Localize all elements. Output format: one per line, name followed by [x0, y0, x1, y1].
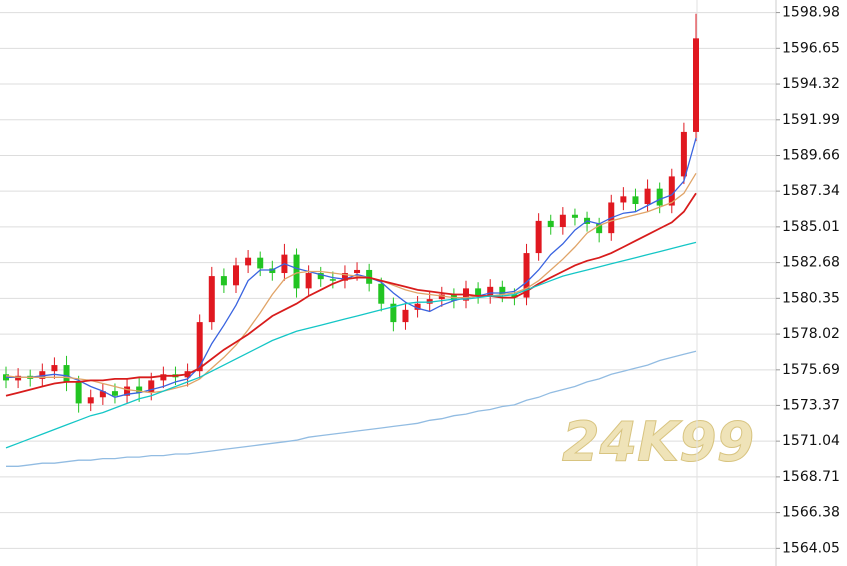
candle-body — [15, 375, 22, 381]
candle-body — [559, 214, 566, 228]
moving-average-line — [5, 241, 697, 449]
candle-body — [293, 254, 300, 289]
y-tick-label: 1580.35 — [782, 290, 840, 306]
candle-body — [51, 365, 58, 372]
y-tick-label: 1568.71 — [782, 469, 840, 485]
candle-body — [693, 38, 699, 132]
y-tick-label: 1575.69 — [782, 362, 840, 378]
y-tick-label: 1596.65 — [782, 40, 840, 56]
candle-body — [257, 257, 264, 269]
candle-body — [148, 380, 155, 393]
y-tick-label: 1573.37 — [782, 397, 840, 413]
y-tick-label: 1598.98 — [782, 5, 840, 21]
watermark: 24K99 — [562, 411, 754, 474]
candle-body — [75, 381, 82, 404]
y-tick-label: 1585.01 — [782, 219, 840, 235]
candle-body — [208, 276, 215, 323]
y-tick-label: 1589.66 — [782, 148, 840, 164]
candle-body — [596, 223, 603, 234]
candle-body — [136, 386, 143, 393]
candle-body — [535, 220, 542, 254]
candle-body — [499, 286, 506, 295]
y-tick-label: 1571.04 — [782, 433, 840, 449]
candle-body — [63, 365, 70, 382]
candle-body — [402, 309, 409, 323]
candle-body — [341, 273, 348, 281]
moving-average-line — [5, 192, 697, 397]
candle-body — [390, 303, 397, 323]
candle-body — [668, 176, 675, 206]
candle-body — [438, 294, 445, 300]
candle-body — [269, 268, 276, 274]
candle-body — [475, 288, 482, 297]
candle-body — [414, 303, 421, 310]
candle-body — [305, 273, 312, 289]
candle-body — [245, 257, 252, 266]
moving-average-line — [5, 172, 697, 394]
candle-body — [571, 214, 578, 218]
y-tick-label: 1578.02 — [782, 326, 840, 342]
candle-body — [39, 371, 46, 379]
candle-body — [426, 299, 433, 304]
y-tick-label: 1566.38 — [782, 505, 840, 521]
y-tick-label: 1594.32 — [782, 76, 840, 92]
candle-body — [99, 391, 106, 398]
candle-body — [487, 286, 494, 297]
candle-body — [632, 196, 639, 205]
candle-body — [656, 188, 663, 206]
candle-body — [317, 273, 324, 280]
candle-body — [111, 391, 118, 396]
candle-body — [523, 253, 530, 298]
candle-body — [329, 279, 336, 281]
y-tick-label: 1582.68 — [782, 255, 840, 271]
candle-body — [644, 188, 651, 205]
candle-body — [680, 131, 687, 177]
candle-body — [511, 294, 518, 298]
y-tick-label: 1587.34 — [782, 183, 840, 199]
y-tick-label: 1591.99 — [782, 112, 840, 128]
candle-body — [354, 269, 361, 274]
y-tick-label: 1564.05 — [782, 540, 840, 556]
candle-body — [87, 397, 94, 404]
candle-body — [547, 220, 554, 228]
candle-body — [233, 265, 239, 286]
candle-body — [220, 276, 227, 286]
moving-average-line — [6, 350, 697, 467]
candle-body — [160, 374, 167, 381]
candle-body — [196, 322, 203, 372]
candle-body — [378, 283, 385, 304]
candle-body — [124, 386, 131, 396]
candle-body — [620, 196, 627, 203]
moving-average-line — [6, 137, 697, 398]
